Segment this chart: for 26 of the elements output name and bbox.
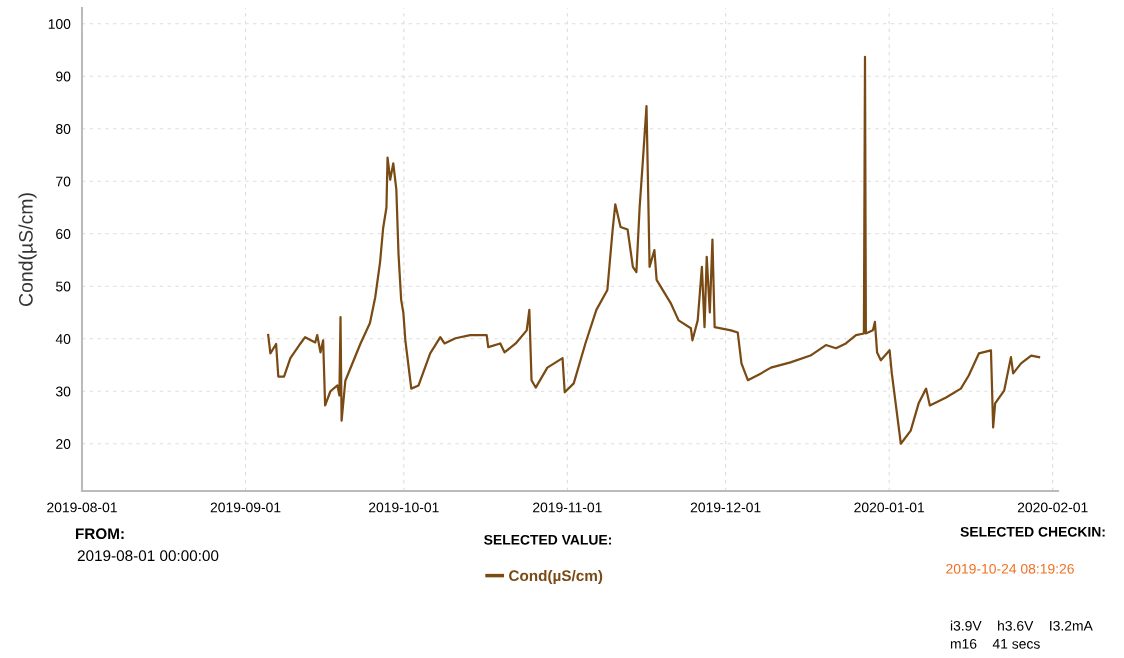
text: SELECTED VALUE:	[484, 534, 611, 545]
x-tick-label: 2020-01-01	[854, 502, 925, 513]
text: 2019-08-01 00:00:00	[77, 550, 219, 562]
text: SELECTED CHECKIN:	[960, 526, 1105, 537]
y-tick-label: 30	[55, 386, 71, 397]
y-axis-title: Cond(µS/cm)	[18, 193, 37, 306]
y-tick-label: 40	[55, 334, 71, 344]
y-tick-label: 100	[48, 19, 71, 29]
text: i3.9V h3.6V I3.2mA	[950, 620, 1093, 631]
y-tick-label: 80	[56, 124, 71, 134]
legend-label: Cond(µS/cm)	[509, 569, 603, 585]
y-tick-label: 50	[56, 281, 71, 292]
text: m16 41 secs	[950, 638, 1040, 649]
x-tick-label: 2019-10-01	[369, 502, 439, 513]
x-tick-label: 2019-08-01	[47, 502, 117, 513]
x-tick-label: 2019-11-01	[533, 502, 602, 513]
line-series	[267, 55, 1041, 445]
y-tick-label: 70	[56, 176, 71, 187]
x-tick-label: 2019-09-01	[210, 502, 281, 513]
y-tick-label: 60	[56, 229, 71, 239]
x-tick-label: 2019-12-01	[690, 502, 761, 513]
text: 2019-10-24 08:19:26	[946, 563, 1074, 574]
x-tick-label: 2020-02-01	[1017, 502, 1088, 513]
y-tick-label: 20	[56, 439, 71, 449]
y-tick-label: 90	[56, 71, 71, 82]
text: FROM:	[75, 528, 124, 540]
